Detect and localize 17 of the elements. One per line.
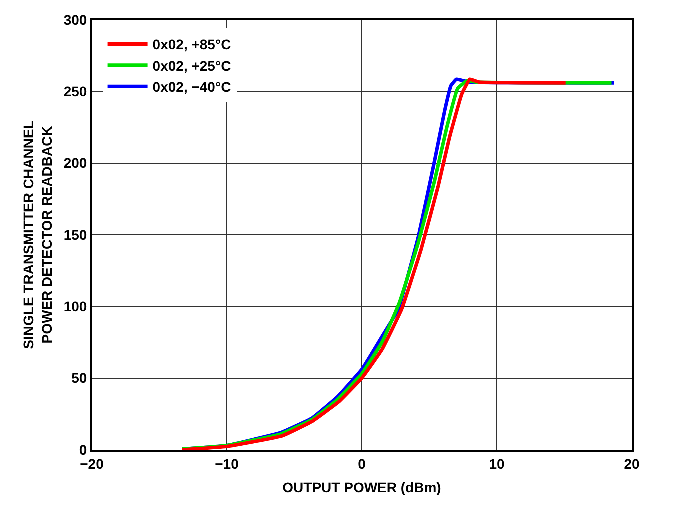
y-tick-label: 150 bbox=[64, 226, 88, 243]
y-tick-label: 100 bbox=[64, 298, 88, 315]
x-axis-title: OUTPUT POWER (dBm) bbox=[282, 480, 442, 496]
legend-label: 0x02, −40°C bbox=[152, 79, 232, 96]
x-tick-label: 10 bbox=[489, 456, 505, 472]
x-tick-label: 20 bbox=[624, 456, 640, 472]
y-tick-label: 50 bbox=[72, 370, 88, 386]
y-axis-title: SINGLE TRANSMITTER CHANNEL POWER DETECTOR READBACK bbox=[20, 120, 55, 350]
y-tick-label: 0 bbox=[79, 442, 88, 458]
y-tick-label: 200 bbox=[64, 155, 88, 172]
legend-label: 0x02, +25°C bbox=[152, 58, 232, 74]
y-tick-label: 300 bbox=[64, 12, 88, 28]
x-tick-label: 0 bbox=[358, 456, 366, 472]
x-tick-label: −20 bbox=[80, 456, 104, 472]
x-tick-label: −10 bbox=[215, 456, 240, 472]
legend-label: 0x02, +85°C bbox=[152, 36, 232, 53]
y-tick-label: 250 bbox=[64, 84, 88, 100]
